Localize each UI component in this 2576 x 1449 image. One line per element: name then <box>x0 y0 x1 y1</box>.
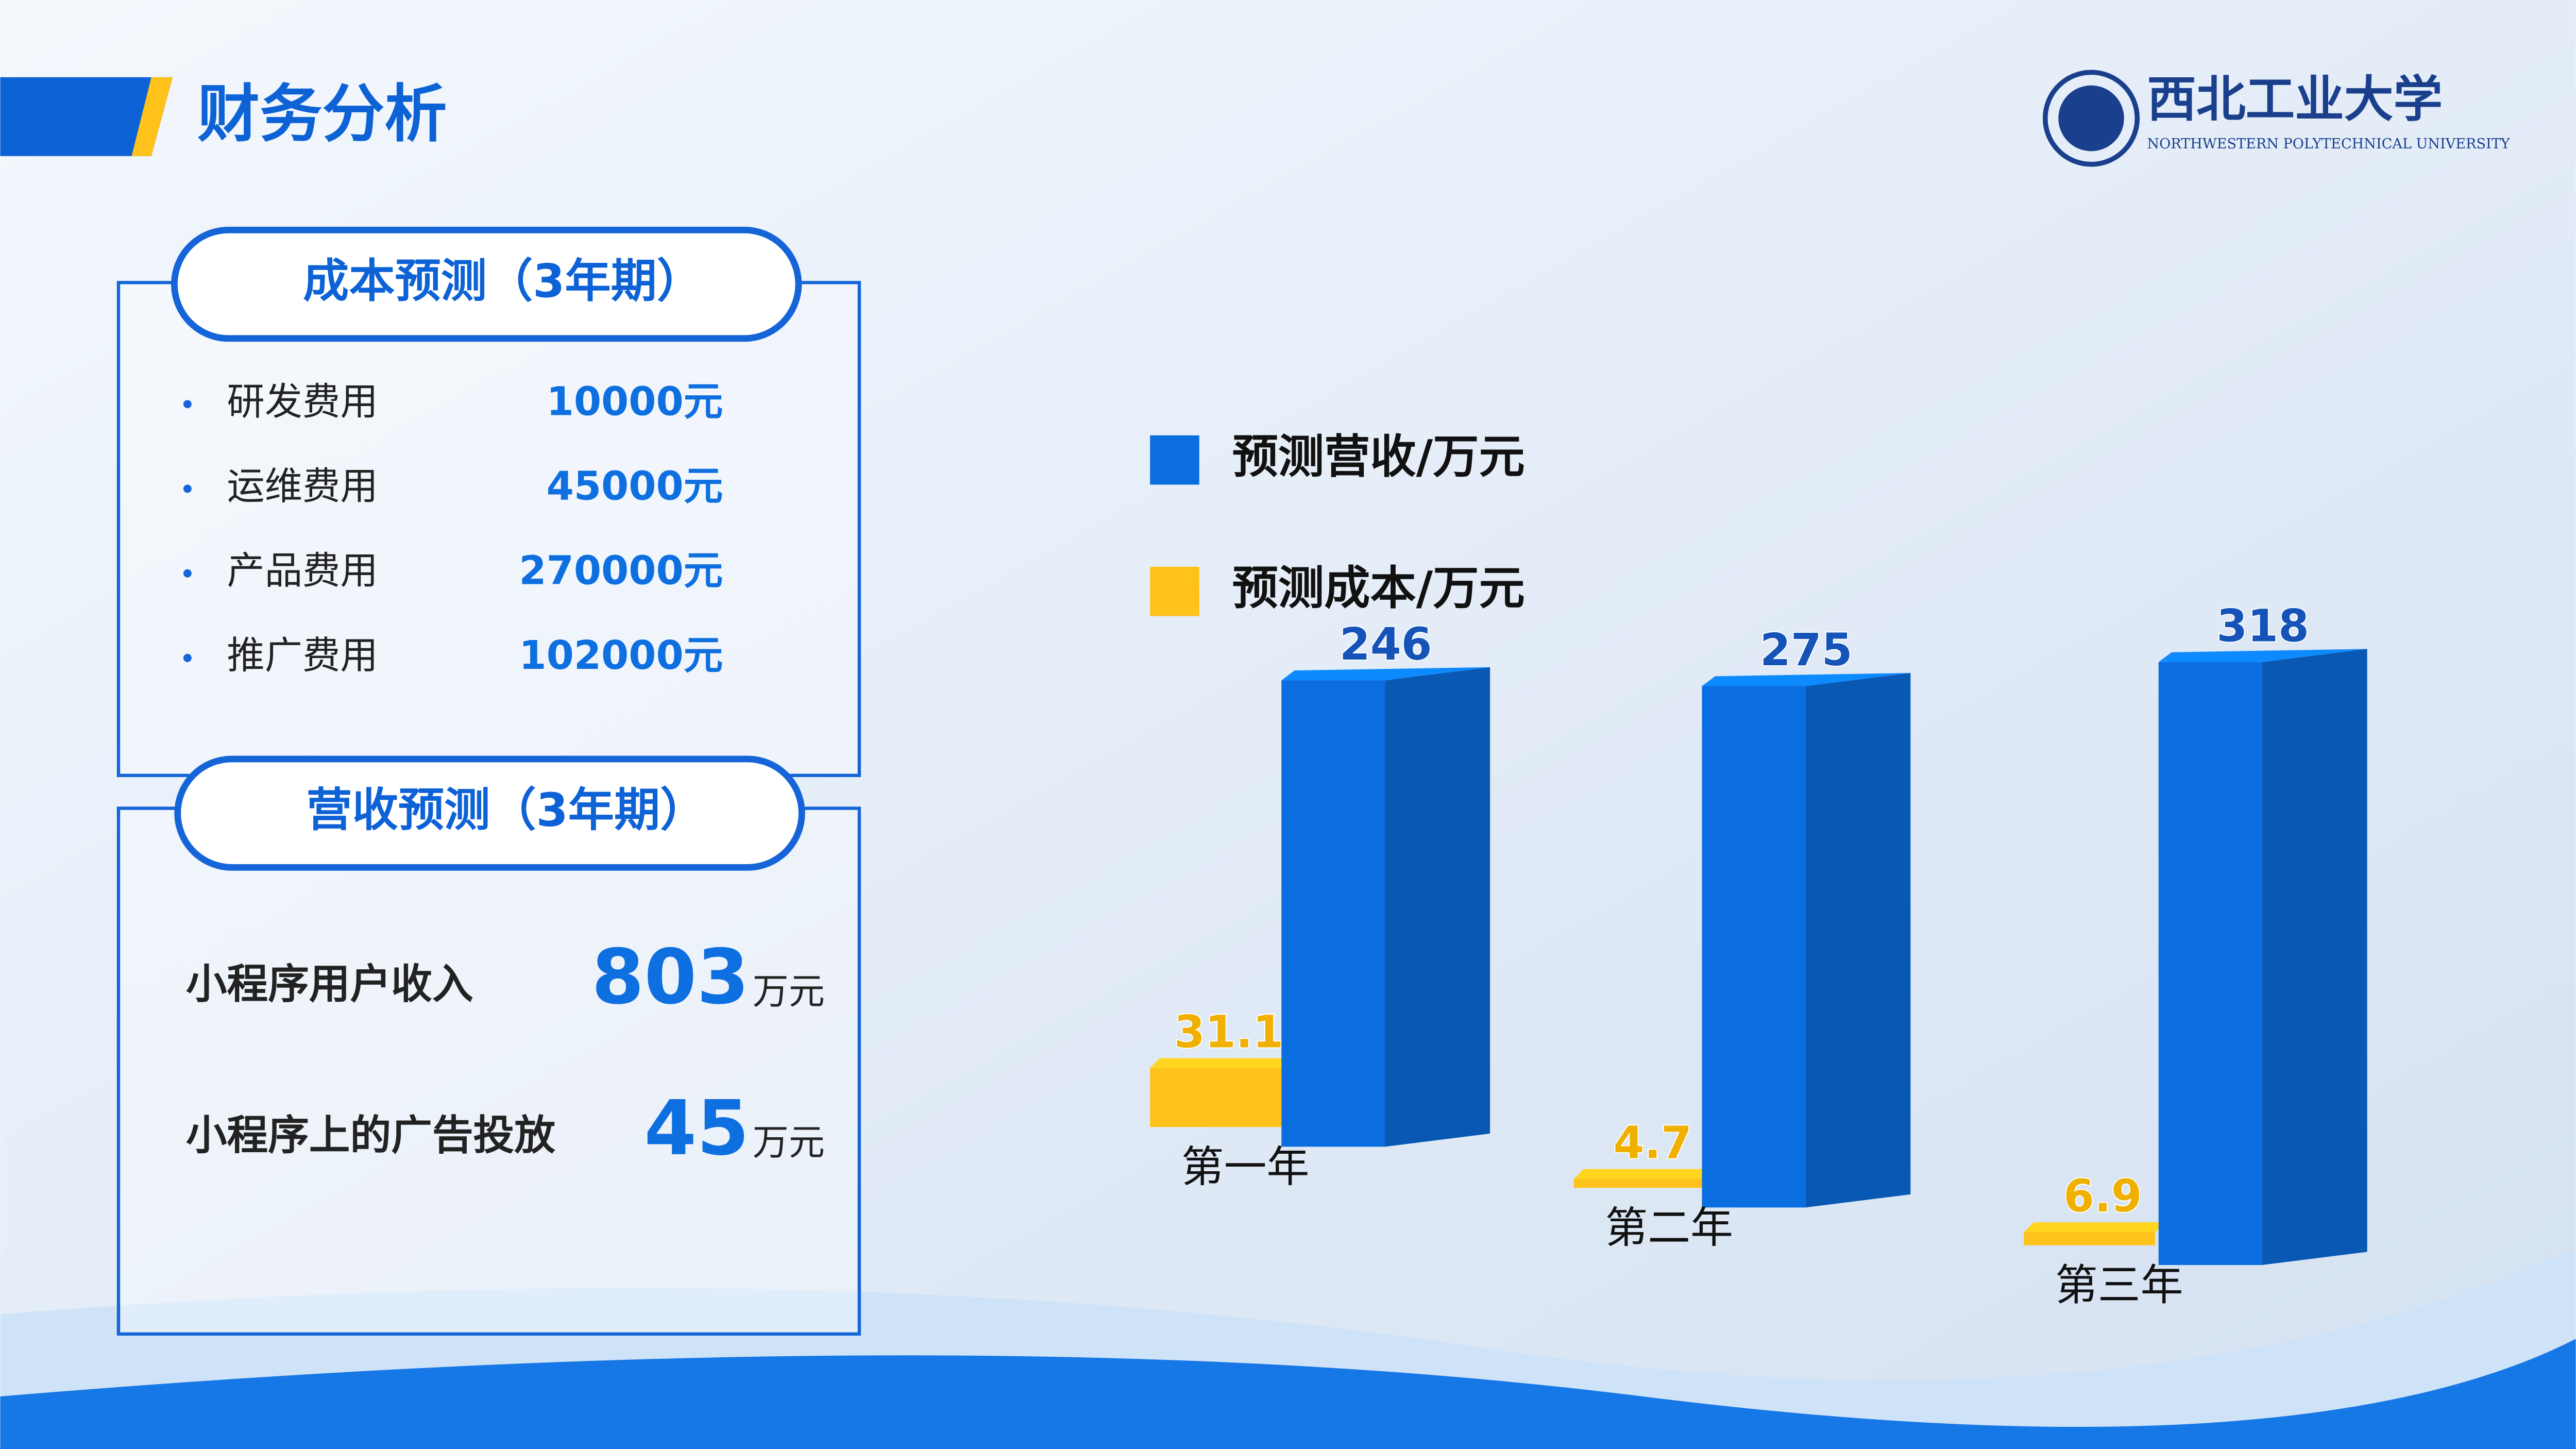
title: 财务分析 <box>197 78 447 150</box>
bar-side <box>2262 649 2367 1265</box>
logo-sub: NORTHWESTERN POLYTECHNICAL UNIVERSITY <box>2147 136 2510 152</box>
cost-value: 102000元 <box>519 633 723 679</box>
revenue-unit: 万元 <box>753 1121 825 1164</box>
legend-label: 预测营收/万元 <box>1232 430 1525 484</box>
legend-swatch <box>1150 435 1199 485</box>
cost-label: 产品费用 <box>227 549 378 593</box>
cost-label: 研发费用 <box>227 380 378 424</box>
bar <box>1573 1178 1705 1188</box>
cost-value: 270000元 <box>519 548 723 594</box>
value-label: 246 <box>1340 619 1432 670</box>
bar-side <box>1805 672 1911 1208</box>
bar-top <box>1702 672 1911 686</box>
bar <box>1702 686 1806 1208</box>
revenue-unit: 万元 <box>753 970 825 1013</box>
wave <box>0 1339 2576 1449</box>
revenue-label: 小程序用户收入 <box>186 959 473 1008</box>
revenue-title: 营收预测（3年期） <box>306 784 706 837</box>
bar-top <box>1281 667 1490 681</box>
logo-emblem <box>2042 70 2140 167</box>
revenue-panel <box>116 806 861 1336</box>
bullet <box>183 400 192 409</box>
bar <box>2158 662 2262 1265</box>
revenue-label: 小程序上的广告投放 <box>186 1110 556 1159</box>
bar <box>2024 1232 2156 1245</box>
bar-top <box>1573 1169 1715 1179</box>
value-label: 275 <box>1760 625 1853 676</box>
cost-label: 运维费用 <box>227 465 378 509</box>
legend-swatch <box>1150 566 1199 616</box>
cost-value: 45000元 <box>547 463 723 509</box>
bullet <box>183 569 192 578</box>
title-bar <box>0 77 173 156</box>
bar <box>1150 1068 1282 1127</box>
cost-label: 推广费用 <box>227 634 378 678</box>
cost-pill <box>171 226 802 342</box>
category-label: 第一年 <box>1181 1142 1310 1192</box>
bar-top <box>2158 649 2367 662</box>
bullet <box>183 653 192 662</box>
value-label: 6.9 <box>2063 1171 2142 1222</box>
bar-top <box>1150 1058 1292 1068</box>
value-label: 318 <box>2216 601 2309 652</box>
value-label: 31.1 <box>1174 1006 1283 1058</box>
title-accent <box>131 77 173 156</box>
revenue-pill <box>174 755 805 871</box>
logo-name: 西北工业大学 <box>2147 70 2443 128</box>
cost-value: 10000元 <box>547 379 723 425</box>
category-label: 第三年 <box>2055 1260 2183 1310</box>
revenue-value: 803 <box>591 933 749 1021</box>
bar-side <box>1385 667 1490 1147</box>
category-label: 第二年 <box>1605 1203 1733 1253</box>
bar <box>1281 680 1385 1147</box>
value-label: 4.7 <box>1614 1117 1692 1169</box>
logo-core <box>2058 85 2124 151</box>
bullet <box>183 484 192 493</box>
cost-title: 成本预测（3年期） <box>303 255 703 308</box>
legend-label: 预测成本/万元 <box>1232 562 1525 615</box>
bar-top <box>2024 1222 2165 1233</box>
cost-panel <box>116 281 861 778</box>
revenue-value: 45 <box>644 1084 749 1172</box>
